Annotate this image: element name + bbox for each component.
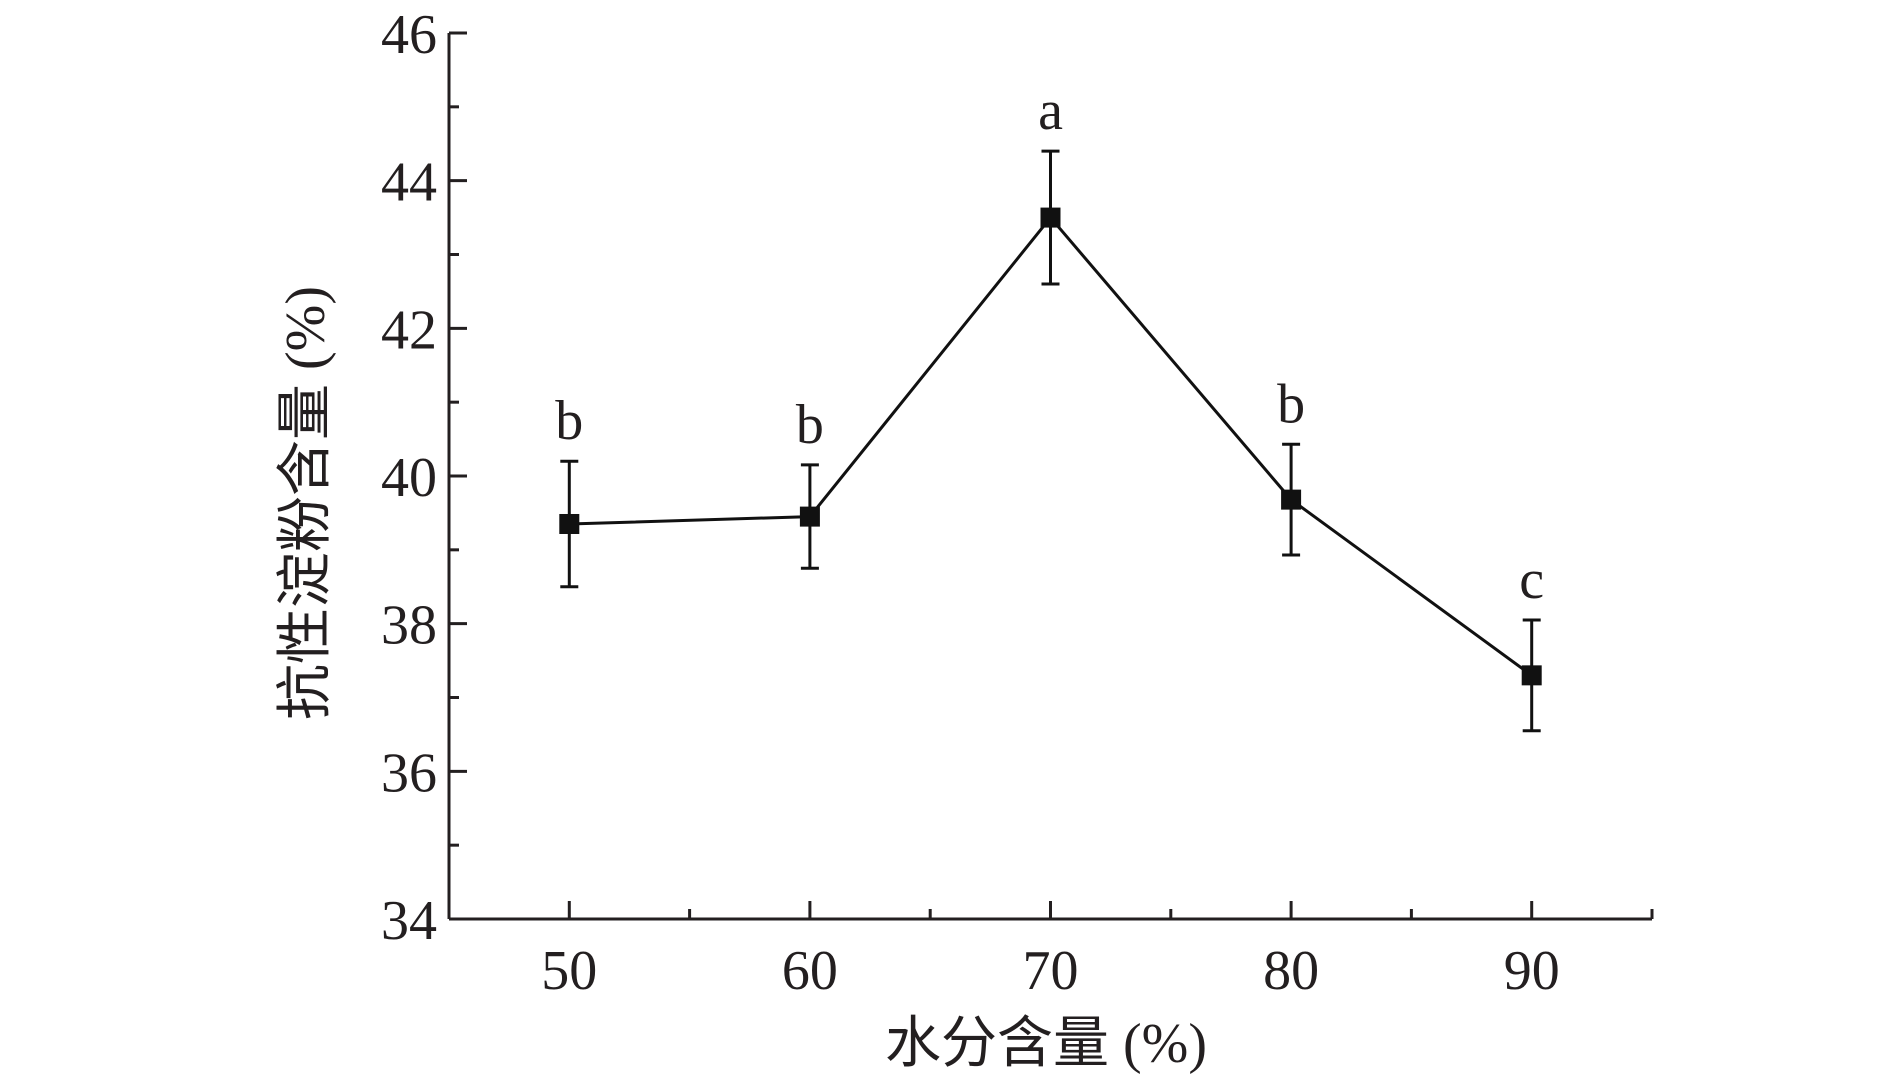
y-tick-label: 40 [381, 447, 437, 509]
data-point [559, 513, 580, 534]
x-axis-label: 水分含量 (%) [885, 1013, 1207, 1075]
data-point [1281, 489, 1302, 510]
axes: 34 36 38 40 42 44 46 50 60 70 80 90 [381, 4, 1654, 1002]
y-axis-label: 抗性淀粉含量 (%) [275, 286, 337, 720]
y-tick-label: 36 [381, 742, 437, 804]
significance-label: a [1038, 80, 1063, 142]
significance-label: b [796, 394, 824, 456]
x-tick-label: 90 [1504, 940, 1560, 1002]
significance-label: b [555, 390, 583, 452]
x-tick-label: 80 [1263, 940, 1319, 1002]
series-line [569, 215, 1533, 677]
data-point [799, 506, 820, 527]
x-tick-label: 50 [541, 940, 597, 1002]
y-tick-label: 46 [381, 4, 437, 66]
series: b b a b c [555, 80, 1544, 733]
y-tick-label: 38 [381, 595, 437, 657]
x-tick-label: 60 [782, 940, 838, 1002]
data-point [1040, 207, 1061, 228]
significance-label: c [1519, 549, 1544, 611]
y-tick-label: 34 [381, 890, 437, 952]
data-point [1521, 665, 1542, 686]
x-tick-label: 70 [1023, 940, 1079, 1002]
y-tick-label: 44 [381, 152, 437, 214]
significance-label: b [1277, 373, 1305, 435]
y-tick-label: 42 [381, 299, 437, 361]
